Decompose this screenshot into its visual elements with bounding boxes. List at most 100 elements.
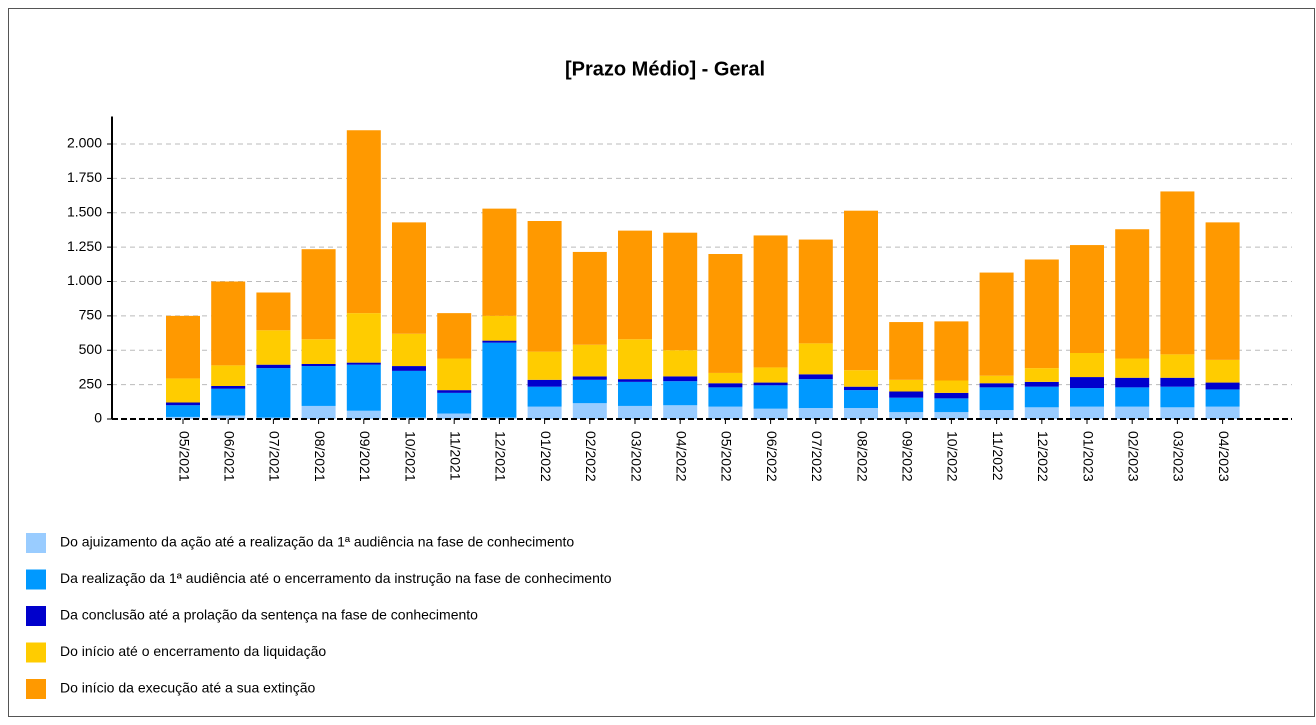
x-tick-label: 12/2021 — [493, 431, 509, 482]
bar-segment — [798, 408, 833, 419]
x-tick-label: 01/2023 — [1080, 431, 1096, 482]
bar-segment — [1160, 407, 1195, 419]
bar-segment — [572, 403, 607, 419]
bar-segment — [1070, 377, 1104, 389]
bar-segment — [1160, 386, 1195, 408]
x-tick-label: 05/2022 — [719, 431, 735, 482]
bar-segment — [392, 366, 426, 371]
legend-label: Da realização da 1ª audiência até o ence… — [60, 570, 612, 586]
bar-segment — [301, 366, 336, 406]
bar-segment — [166, 315, 200, 379]
bar-segment — [437, 390, 472, 393]
bar-segment — [979, 375, 1014, 384]
bar-segment — [437, 413, 472, 419]
bar-segment — [934, 412, 969, 419]
bar-segment — [1115, 377, 1150, 388]
x-tick-label: 11/2021 — [447, 431, 463, 481]
bar-segment — [708, 372, 743, 384]
bar-segment — [753, 385, 788, 409]
bar-segment — [392, 370, 426, 418]
bar-segment — [482, 340, 517, 343]
bar-segment — [1115, 406, 1150, 419]
bar-segment — [753, 408, 788, 419]
bar-segment — [844, 408, 878, 419]
chart-title: [Prazo Médio] - Geral — [565, 58, 765, 80]
bar-segment — [482, 208, 517, 316]
bar-segment — [572, 379, 607, 404]
x-tick-label: 02/2022 — [583, 431, 599, 482]
bar-segment — [211, 281, 246, 366]
bar-segment — [618, 381, 652, 406]
y-tick-label: 2.000 — [67, 135, 102, 151]
x-tick-label: 12/2022 — [1035, 431, 1051, 482]
bar-segment — [1070, 406, 1104, 419]
bar-segment — [166, 416, 200, 419]
bar-segment — [798, 379, 833, 408]
bar-segment — [708, 387, 743, 407]
bar-segment — [346, 410, 381, 419]
x-tick-label: 05/2021 — [176, 431, 192, 482]
legend-swatch — [26, 606, 46, 626]
bar-segment — [256, 417, 291, 419]
bar-segment — [844, 370, 878, 387]
bar-segment — [1160, 377, 1195, 387]
legend-swatch — [26, 533, 46, 553]
bar-segment — [798, 374, 833, 380]
bar-segment — [708, 254, 743, 373]
bar-segment — [346, 130, 381, 314]
bar-segment — [392, 222, 426, 334]
bar-segment — [1070, 388, 1104, 407]
bar-segment — [844, 390, 878, 408]
bar-segment — [663, 232, 698, 351]
x-tick-label: 11/2022 — [990, 431, 1006, 481]
legend-swatch — [26, 679, 46, 699]
bar-segment — [1115, 358, 1150, 378]
y-tick-label: 0 — [94, 410, 102, 426]
bar-segment — [482, 315, 517, 341]
bar-segment — [1160, 354, 1195, 378]
x-tick-label: 01/2022 — [538, 431, 554, 482]
legend-label: Do ajuizamento da ação até a realização … — [60, 534, 574, 550]
bar-segment — [1070, 353, 1104, 378]
bar-segment — [979, 383, 1014, 388]
x-tick-label: 03/2023 — [1171, 431, 1187, 482]
bar-segment — [1160, 191, 1195, 355]
bar-segment — [256, 368, 291, 418]
bar-segment — [708, 383, 743, 388]
x-tick-label: 04/2023 — [1216, 431, 1232, 482]
x-tick-label: 08/2021 — [312, 431, 328, 482]
bar-segment — [527, 221, 562, 352]
y-tick-label: 1.500 — [67, 203, 102, 219]
x-tick-label: 06/2022 — [764, 431, 780, 482]
bar-segment — [1024, 381, 1059, 387]
bar-segment — [1024, 386, 1059, 408]
bar-segment — [166, 378, 200, 403]
x-tick-label: 10/2021 — [402, 431, 418, 482]
bar-segment — [889, 391, 924, 398]
legend-swatch — [26, 642, 46, 663]
bar-segment — [301, 339, 336, 364]
x-tick-label: 09/2021 — [357, 431, 373, 482]
bar-segment — [211, 388, 246, 416]
bar-segment — [844, 210, 878, 371]
legend-label: Do início da execução até a sua extinção — [60, 680, 315, 696]
bar-segment — [934, 321, 969, 381]
bar-segment — [392, 333, 426, 367]
bar-segment — [979, 410, 1014, 419]
legend-label: Do início até o encerramento da liquidaç… — [60, 643, 326, 659]
x-tick-label: 03/2022 — [628, 431, 644, 482]
bar-segment — [934, 392, 969, 399]
bar-segment — [1115, 387, 1150, 407]
bar-segment — [753, 382, 788, 386]
bar-segment — [527, 351, 562, 380]
bar-segment — [256, 292, 291, 331]
bar-segment — [889, 412, 924, 419]
bar-segment — [889, 322, 924, 380]
bar-segment — [889, 379, 924, 392]
x-tick-label: 07/2022 — [809, 431, 825, 482]
bar-segment — [663, 350, 698, 377]
bar-segment — [301, 405, 336, 419]
bar-segment — [618, 405, 652, 419]
bar-segment — [572, 251, 607, 345]
